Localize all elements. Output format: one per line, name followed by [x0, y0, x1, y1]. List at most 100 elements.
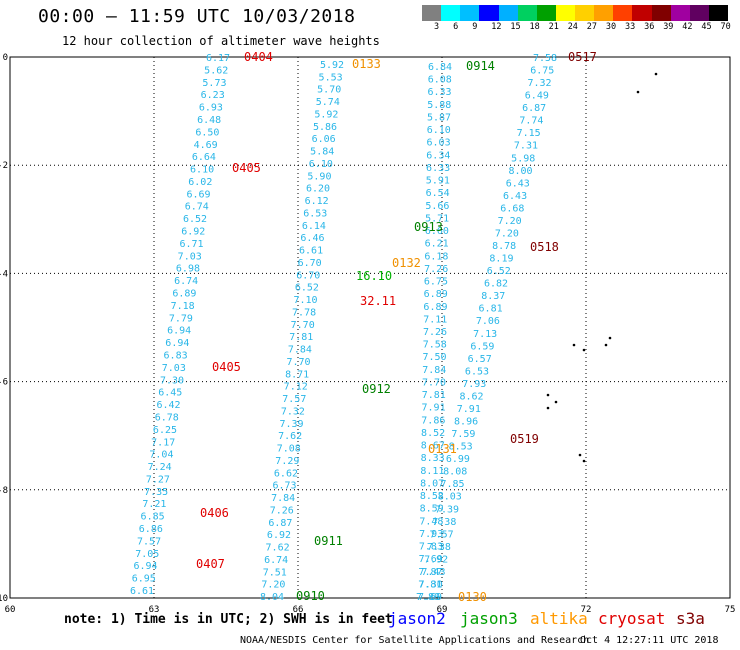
page-subtitle: 12 hour collection of altimeter wave hei… [62, 34, 380, 48]
wave-height-value: 6.69 [187, 189, 211, 200]
wave-height-value: 6.34 [426, 150, 450, 161]
island-mark [636, 90, 640, 94]
wave-height-value: 8.52 [421, 428, 445, 439]
wave-height-value: 7.85 [440, 479, 464, 490]
wave-height-value: 5.66 [425, 201, 449, 212]
wave-height-value: 8.11 [420, 466, 444, 477]
time-label: 0519 [510, 432, 539, 446]
credit-line: NOAA/NESDIS Center for Satellite Applica… [240, 635, 590, 646]
wave-height-value: 6.83 [164, 350, 188, 361]
wave-height-value: 6.73 [273, 481, 297, 492]
wave-height-value: 6.43 [506, 178, 530, 189]
wave-height-value: 6.33 [427, 87, 451, 98]
wave-height-value: 7.81 [289, 332, 313, 343]
wave-height-value: 6.59 [470, 341, 494, 352]
wave-height-value: 6.92 [181, 227, 205, 238]
wave-height-value: 7.84 [288, 345, 312, 356]
scale-swatch-12 [651, 5, 671, 21]
wave-height-value: 6.53 [303, 208, 327, 219]
wave-height-value: 5.71 [425, 213, 449, 224]
wave-height-value: 6.42 [156, 400, 180, 411]
time-label: 0405 [232, 161, 261, 175]
wave-height-value: 7.51 [263, 567, 287, 578]
x-tick-label: 75 [725, 605, 736, 615]
wave-height-value: 6.03 [427, 138, 451, 149]
time-label: 0406 [200, 506, 229, 520]
wave-height-value: 6.06 [312, 134, 336, 145]
wave-height-value: 7.79 [169, 313, 193, 324]
wave-height-value: 6.45 [158, 388, 182, 399]
wave-height-value: 6.60 [425, 226, 449, 237]
wave-height-value: 7.62 [278, 431, 302, 442]
scale-label: 42 [682, 22, 693, 32]
x-tick-label: 69 [437, 605, 448, 615]
wave-height-value: 7.48 [419, 516, 443, 527]
wave-height-value: 6.75 [424, 277, 448, 288]
wave-height-value: 6.70 [296, 270, 320, 281]
wave-height-value: 8.78 [492, 241, 516, 252]
wave-height-value: 6.87 [268, 518, 292, 529]
wave-height-value: 7.39 [435, 504, 459, 515]
time-label: 0404 [244, 50, 273, 64]
wave-height-value: 6.61 [130, 586, 154, 597]
wave-height-value: 6.14 [302, 221, 326, 232]
wave-height-value: 6.70 [298, 258, 322, 269]
wave-height-value: 6.84 [428, 62, 452, 73]
scale-swatch-3 [479, 5, 499, 21]
wave-height-value: 6.53 [465, 366, 489, 377]
map-frame [9, 56, 731, 599]
legend-cryosat: cryosat [598, 609, 666, 628]
wave-height-value: 6.21 [425, 239, 449, 250]
wave-height-value: 6.78 [155, 412, 179, 423]
wave-height-value: 7.57 [430, 529, 454, 540]
wave-height-value: 7.91 [457, 404, 481, 415]
wave-height-value: 7.93 [419, 529, 443, 540]
scale-swatch-15 [708, 5, 728, 21]
wave-height-value: 5.92 [320, 60, 344, 71]
wave-height-value: 7.13 [473, 329, 497, 340]
legend-jason3: jason3 [460, 609, 518, 628]
wave-height-value: 7.03 [178, 251, 202, 262]
scale-swatch-13 [670, 5, 690, 21]
scale-label: 27 [586, 22, 598, 32]
x-tick-label: 60 [5, 605, 16, 615]
wave-height-value: 6.74 [264, 555, 288, 566]
y-tick-label: -6 [0, 378, 8, 388]
wave-height-value: 7.86 [421, 415, 445, 426]
wave-height-value: 6.85 [141, 512, 165, 523]
island-mark [554, 400, 558, 404]
island-mark [578, 453, 582, 457]
wave-height-value: 7.84 [271, 493, 295, 504]
wave-height-value: 7.06 [476, 316, 500, 327]
wave-height-value: 8.62 [459, 391, 483, 402]
wave-height-value: 6.10 [309, 159, 333, 170]
wave-height-value: 6.94 [167, 326, 191, 337]
x-tick-label: 63 [149, 605, 160, 615]
island-mark [582, 348, 586, 352]
wave-height-value: 7.26 [270, 505, 294, 516]
scale-swatch-10 [613, 5, 633, 21]
wave-height-value: 7.62 [266, 543, 290, 554]
legend-altika: altika [530, 609, 588, 628]
wave-height-value: 7.20 [498, 216, 522, 227]
wave-height-value: 7.35 [144, 487, 168, 498]
wave-height-value: 6.93 [199, 103, 223, 114]
wave-height-value: 6.94 [133, 561, 157, 572]
wave-height-value: 7.69 [419, 554, 443, 565]
wave-height-value: 6.89 [424, 289, 448, 300]
wave-height-value: 5.87 [427, 112, 451, 123]
scale-label: 6 [453, 22, 459, 32]
wave-height-value: 7.30 [419, 579, 443, 590]
wave-height-value: 8.71 [285, 369, 309, 380]
scale-swatch-2 [460, 5, 480, 21]
scale-swatch-8 [575, 5, 595, 21]
scale-swatch-7 [555, 5, 575, 21]
wave-height-value: 6.18 [424, 251, 448, 262]
wave-height-value: 6.74 [185, 202, 209, 213]
x-tick-label: 72 [581, 605, 592, 615]
scale-swatch-5 [517, 5, 537, 21]
wave-height-value: 7.81 [418, 579, 442, 590]
time-label: 0405 [212, 360, 241, 374]
y-tick-label: -4 [0, 269, 8, 279]
wave-height-value: 6.43 [503, 191, 527, 202]
